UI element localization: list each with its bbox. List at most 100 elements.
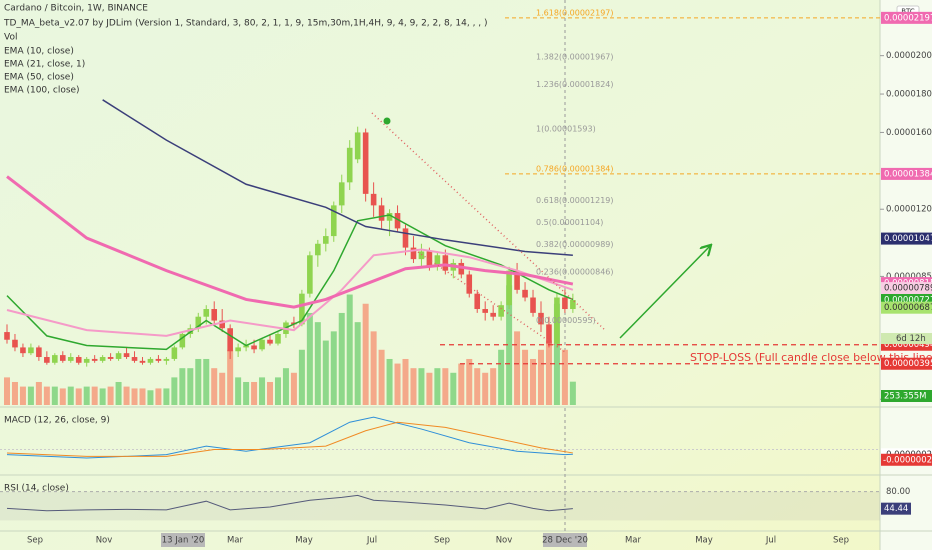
arrow <box>619 246 710 339</box>
candle-body <box>466 274 473 294</box>
candle-body <box>243 345 249 348</box>
volume-bar <box>274 377 281 405</box>
ema-line <box>6 175 574 309</box>
countdown: 6d 12h <box>896 334 926 344</box>
volume-bar <box>282 368 289 405</box>
volume-bar <box>4 377 10 405</box>
volume-bar <box>243 381 250 405</box>
ema-line <box>102 99 573 257</box>
volume-bar <box>482 372 489 405</box>
candle-body <box>386 213 393 221</box>
price-badge <box>881 357 932 370</box>
candle-body <box>402 228 409 248</box>
fib-label: 0.786(0.00001384) <box>536 164 614 173</box>
x-tick-label: 13 Jan '20 <box>162 536 204 546</box>
volume-bar <box>179 368 186 405</box>
candle-body <box>267 339 273 344</box>
volume-bar <box>394 363 401 405</box>
volume-bar <box>498 349 505 405</box>
volume-bar <box>466 358 473 405</box>
volume-bar <box>59 388 66 405</box>
candle-body <box>83 358 90 363</box>
candle-body <box>67 357 74 361</box>
candle-body <box>203 309 210 317</box>
volume-bar <box>569 381 576 405</box>
time-highlight <box>543 533 587 547</box>
fib-label: 0.382(0.00000989) <box>536 240 614 249</box>
macd-legend: MACD (12, 26, close, 9) <box>4 416 110 426</box>
macd-line <box>6 416 573 459</box>
candle-body <box>394 213 401 229</box>
candle-body <box>538 312 544 325</box>
candle-body <box>251 345 257 350</box>
candle-body <box>179 333 186 348</box>
volume-bar <box>354 322 361 405</box>
price-badge <box>881 301 932 314</box>
volume-bar <box>139 388 146 405</box>
fib-label: 0.618(0.00001219) <box>536 196 614 205</box>
price-badge-label: 0.00000395 <box>884 359 932 369</box>
candle-body <box>426 251 433 267</box>
volume-bar <box>123 386 130 405</box>
x-tick-label: Mar <box>227 536 244 546</box>
candle-body <box>28 347 34 354</box>
price-badge-label: 0.00000687 <box>884 303 932 313</box>
rsi-line <box>6 494 573 512</box>
price-badge <box>881 282 932 295</box>
rsi-band <box>0 491 880 521</box>
stop-loss-note: STOP-LOSS (Full candle close below this … <box>690 351 932 364</box>
candle-body <box>20 347 26 354</box>
time-highlight <box>161 533 205 547</box>
x-tick-label: Sep <box>27 536 43 546</box>
volume-bar <box>514 331 521 405</box>
price-badge <box>881 11 932 24</box>
volume-bar <box>426 372 433 405</box>
fib-label: 0.236(0.00000846) <box>536 268 614 277</box>
candle-body <box>115 353 122 359</box>
x-tick-label: May <box>695 536 713 546</box>
candle-body <box>131 357 138 361</box>
currency: BTC <box>901 8 915 16</box>
volume-bar <box>537 349 544 405</box>
volume-bar <box>450 372 457 405</box>
candle-body <box>546 324 552 344</box>
volume-bar <box>91 386 98 405</box>
candle-body <box>530 297 536 313</box>
volume-bar <box>99 388 106 405</box>
volume-bar <box>259 377 266 405</box>
candle-body <box>330 205 337 237</box>
candle-body <box>59 355 66 361</box>
volume-bar <box>378 349 385 405</box>
candle-body <box>354 132 361 160</box>
rsi-tick-label: 80.00 <box>886 487 910 497</box>
volume-bar <box>314 322 321 405</box>
volume-bar <box>530 358 537 405</box>
price-badge-label: 0.00000727 <box>884 296 932 306</box>
price-badge-label: 0.00000494 <box>884 340 932 350</box>
volume-bar <box>43 386 50 405</box>
candle-body <box>195 316 202 329</box>
volume-bar <box>561 349 568 405</box>
candle-body <box>75 357 82 363</box>
volume-bar <box>402 358 409 405</box>
volume-bar <box>35 381 42 405</box>
rsi-legend: RSI (14, close) <box>4 484 69 494</box>
volume-bar <box>27 386 34 405</box>
candle-body <box>498 305 504 317</box>
candle-body <box>163 358 170 361</box>
candle-body <box>155 358 162 361</box>
candle-body <box>570 300 576 310</box>
x-tick-label: Sep <box>833 536 849 546</box>
volume-bar <box>51 386 58 405</box>
volume-bar <box>434 368 441 405</box>
x-tick-label: Jul <box>366 536 377 546</box>
volume-bar <box>506 285 513 405</box>
volume-bar <box>11 381 18 405</box>
candle-body <box>36 347 42 358</box>
price-badge-label: 0.00001384 <box>884 169 932 179</box>
fib-label: 1(0.00001593) <box>536 124 596 133</box>
volume-bar <box>290 372 297 405</box>
